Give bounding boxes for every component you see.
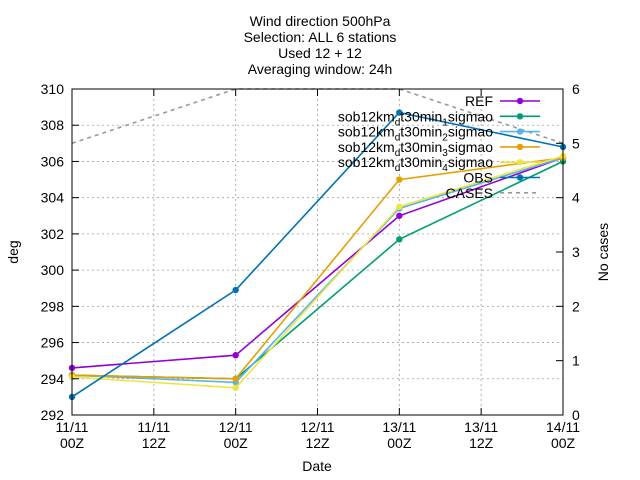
- x-tick-label: 13/11: [382, 419, 416, 435]
- legend-marker-sob12km-dt30min-4sigmao: [516, 159, 524, 166]
- data-point-obs: [396, 109, 403, 116]
- title-line-3: Used 12 + 12: [278, 45, 362, 61]
- y2-tick-label: 1: [572, 353, 580, 369]
- y2-tick-label: 6: [572, 81, 580, 97]
- y-tick-label: 302: [41, 226, 65, 242]
- y-tick-label: 300: [41, 262, 65, 278]
- x-tick-label-time: 12Z: [142, 435, 167, 451]
- y2-tick-label: 2: [572, 298, 580, 314]
- data-point-sob12km-dt30min-4sigmao: [396, 203, 403, 210]
- x-tick-label: 14/11: [546, 419, 580, 435]
- y-tick-label: 308: [41, 117, 65, 133]
- legend-label-sob12km-dt30min-2sigmao: sob12kmdt30min2sigmao: [338, 124, 493, 144]
- y2-tick-label: 4: [572, 190, 580, 206]
- x-tick-label: 12/11: [301, 419, 335, 435]
- legend-label-sob12km-dt30min-3sigmao: sob12kmdt30min3sigmao: [338, 139, 493, 159]
- y-tick-label: 310: [41, 81, 65, 97]
- x-tick-label: 12/11: [219, 419, 253, 435]
- legend-marker-obs: [516, 174, 524, 181]
- y-tick-label: 298: [41, 298, 65, 314]
- legend-marker-sob12km-dt30min-2sigmao: [516, 128, 524, 135]
- y2-tick-label: 0: [572, 407, 580, 423]
- legend: REFsob12kmdt30min1sigmaosob12kmdt30min2s…: [338, 93, 540, 201]
- data-point-sob12km-dt30min-3sigmao: [396, 176, 403, 183]
- legend-label-sob12km-dt30min-1sigmao: sob12kmdt30min1sigmao: [338, 108, 493, 128]
- series-line-sob12km-dt30min-2sigmao: [71, 157, 564, 384]
- x-tick-label-time: 00Z: [387, 435, 412, 451]
- x-tick-label: 13/11: [464, 419, 498, 435]
- y-tick-label: 292: [41, 407, 65, 423]
- y-tick-label: 306: [41, 153, 65, 169]
- legend-marker-sob12km-dt30min-1sigmao: [516, 113, 524, 120]
- series-line-sob12km-dt30min-3sigmao: [71, 157, 564, 380]
- data-point-sob12km-dt30min-4sigmao: [232, 384, 239, 392]
- series-line-obs: [71, 111, 564, 398]
- x-axis-label: Date: [302, 458, 332, 474]
- series-line-sob12km-dt30min-4sigmao: [71, 155, 564, 389]
- series-line-ref: [71, 157, 564, 369]
- y-tick-label: 294: [41, 371, 65, 387]
- legend-label-cases: CASES: [446, 185, 493, 201]
- legend-label-obs: OBS: [463, 170, 493, 186]
- x-tick-label-time: 00Z: [60, 435, 85, 451]
- x-tick-label: 11/11: [56, 419, 89, 435]
- x-tick-label: 11/11: [137, 419, 170, 435]
- legend-label-sob12km-dt30min-4sigmao: sob12kmdt30min4sigmao: [338, 154, 493, 174]
- data-point-sob12km-dt30min-1sigmao: [396, 236, 403, 243]
- y-tick-label: 304: [41, 190, 65, 206]
- legend-marker-ref: [516, 97, 524, 105]
- legend-marker-sob12km-dt30min-3sigmao: [516, 143, 524, 151]
- data-point-obs: [232, 286, 239, 294]
- y-axis-label: deg: [5, 240, 21, 263]
- x-tick-label-time: 12Z: [305, 435, 330, 451]
- grid: [72, 89, 563, 415]
- data-point-ref: [396, 212, 403, 219]
- title-line-4: Averaging window: 24h: [248, 61, 393, 77]
- axis-ticks: 292 294 296 298 300 302 304 306 308 310 0 1 2 3 4 5 6 11/…: [41, 81, 581, 451]
- x-tick-label-time: 12Z: [469, 435, 494, 451]
- title-line-1: Wind direction 500hPa: [250, 13, 391, 29]
- data-point-ref: [232, 352, 239, 359]
- title-line-2: Selection: ALL 6 stations: [244, 29, 397, 45]
- legend-label-ref: REF: [465, 93, 493, 109]
- x-tick-label-time: 00Z: [551, 435, 576, 451]
- y2-tick-label: 3: [572, 244, 580, 260]
- y2-tick-label: 5: [572, 135, 580, 151]
- data-point-sob12km-dt30min-3sigmao: [232, 375, 239, 382]
- y2-axis-label: No cases: [595, 223, 611, 281]
- x-tick-label-time: 00Z: [224, 435, 249, 451]
- y-tick-label: 296: [41, 335, 65, 351]
